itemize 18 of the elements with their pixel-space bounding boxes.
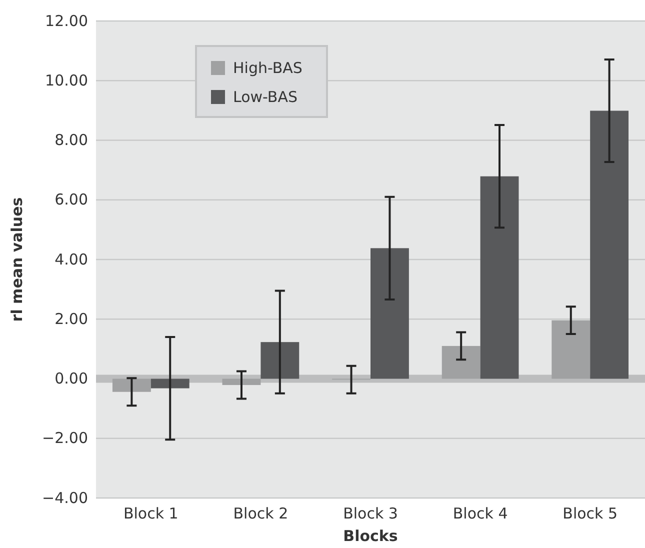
y-tick-label: 0.00 (54, 370, 88, 388)
y-tick-label: −2.00 (42, 429, 88, 448)
y-tick-label: 6.00 (54, 190, 88, 209)
y-tick-label: 2.00 (54, 310, 88, 328)
x-tick-label: Block 5 (562, 504, 618, 523)
y-tick-label: 12.00 (45, 12, 88, 30)
x-tick-label: Block 1 (123, 504, 178, 523)
y-tick-label: 8.00 (54, 131, 88, 150)
legend-label: Low-BAS (233, 88, 298, 106)
x-axis-title: Blocks (343, 527, 398, 545)
y-tick-label: 4.00 (54, 250, 88, 268)
y-tick-label: 10.00 (45, 71, 88, 90)
x-tick-label: Block 4 (452, 504, 508, 523)
x-tick-label: Block 2 (233, 504, 288, 523)
x-tick-label: Block 3 (343, 504, 398, 523)
y-axis-title: rl mean values (8, 197, 26, 322)
y-tick-label: −4.00 (42, 488, 88, 507)
legend-label: High-BAS (233, 59, 302, 77)
